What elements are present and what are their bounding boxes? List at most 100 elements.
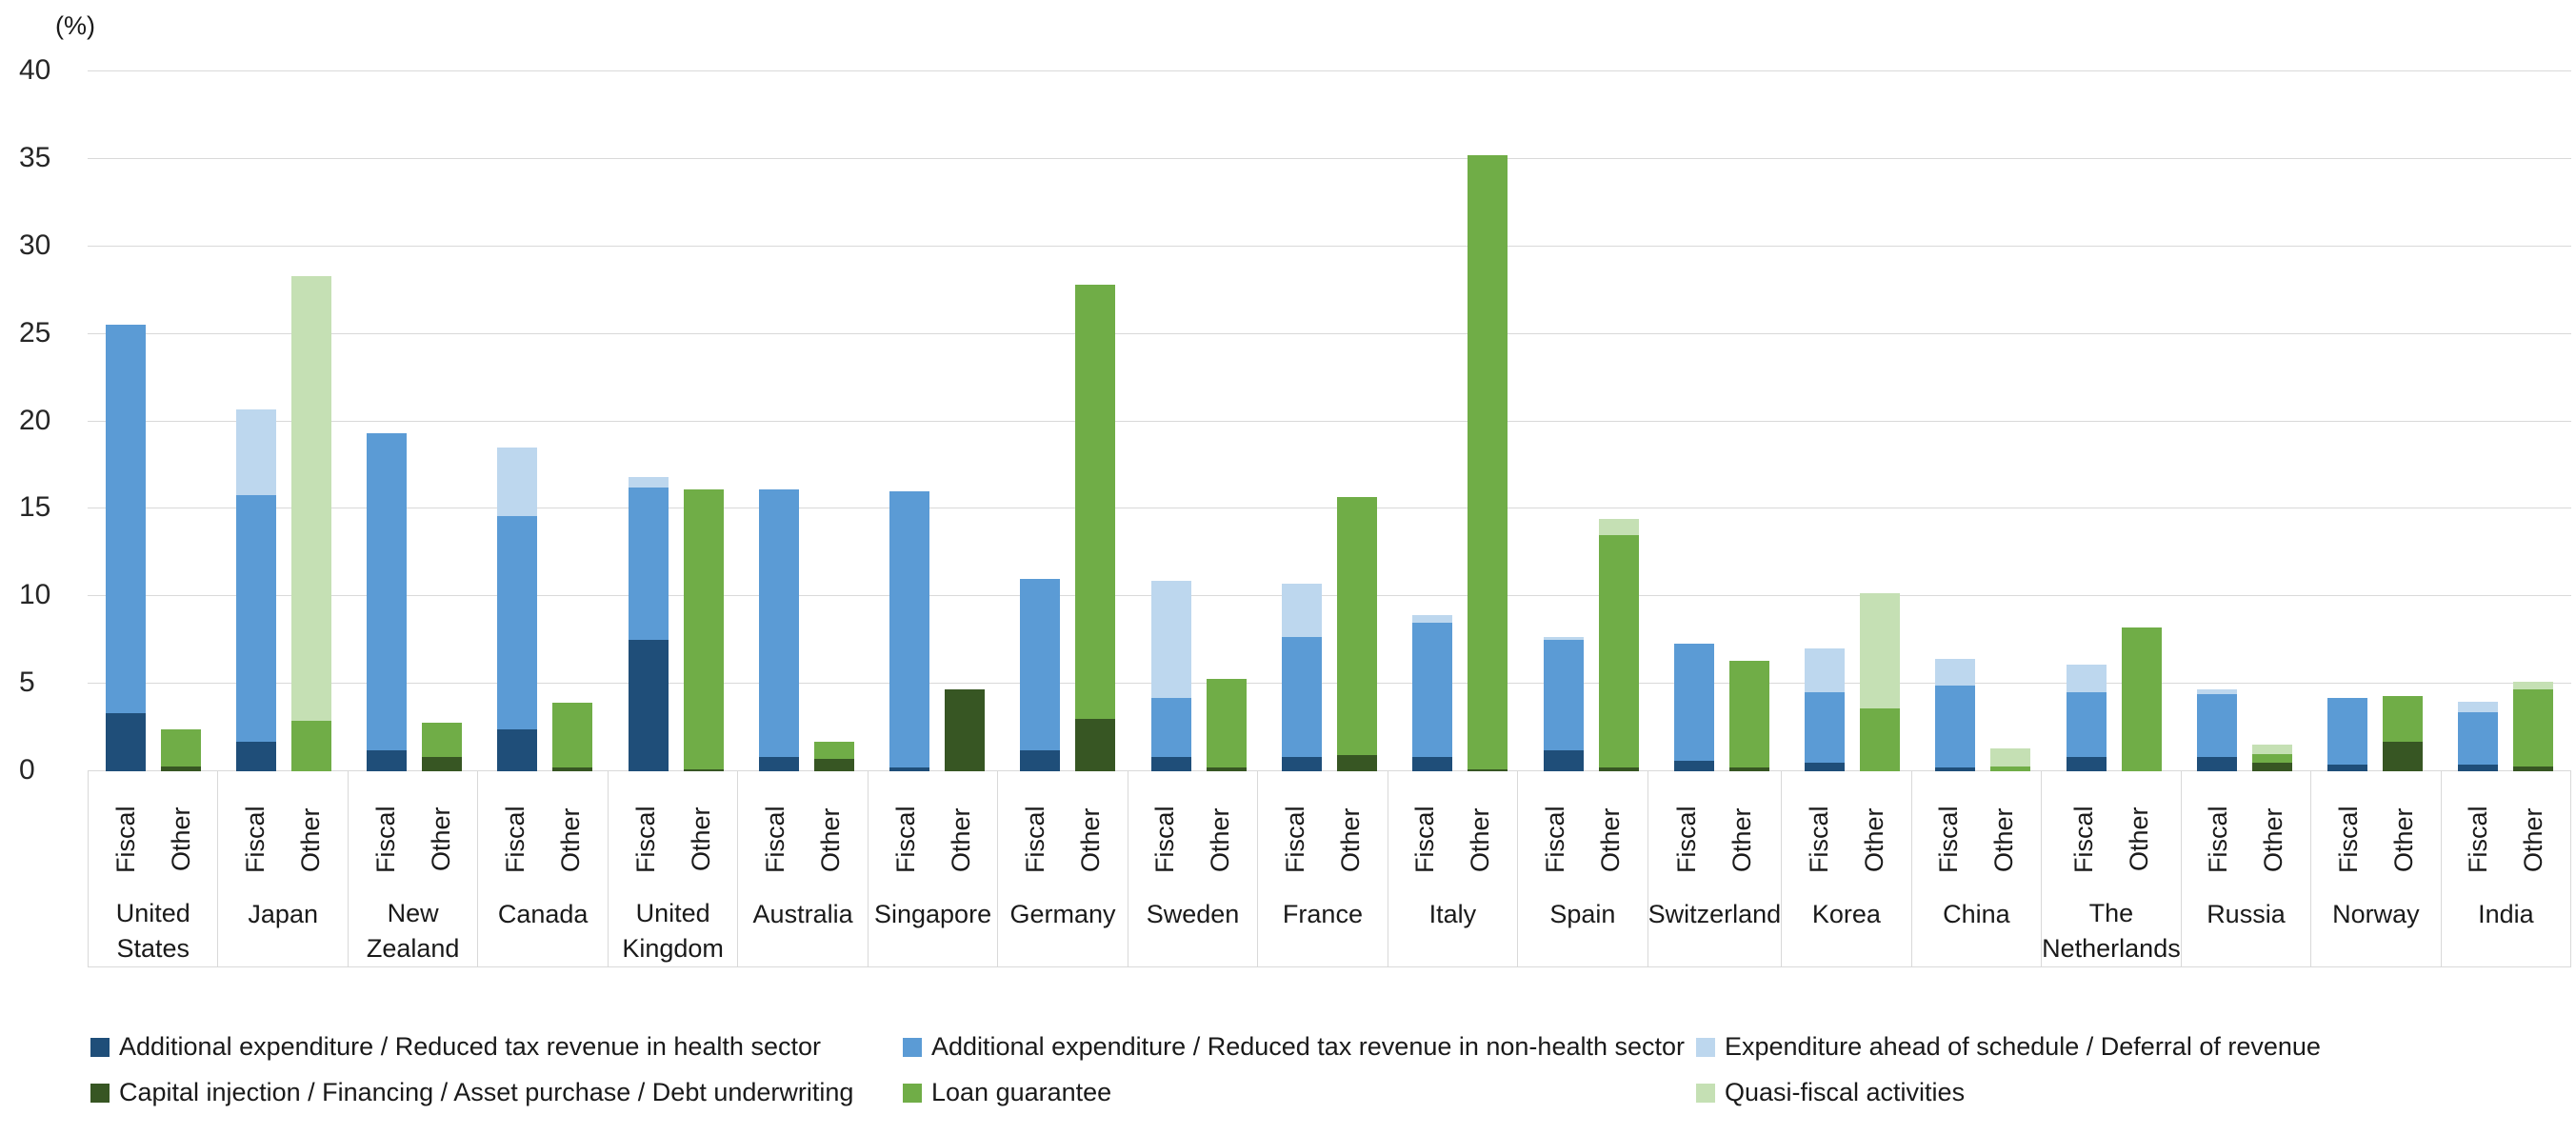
other-label: Other (686, 806, 715, 872)
fiscal-label: Fiscal (1934, 806, 1964, 874)
bar-segment-loan (1075, 285, 1116, 719)
bar-segment-ahead (497, 448, 538, 516)
other-label: Other (1206, 807, 1235, 872)
bar-segment-health (628, 640, 669, 771)
bar-segment-non_health (497, 515, 538, 729)
bar-segment-health (889, 767, 930, 771)
bar-fiscal (2327, 697, 2368, 771)
bar-fiscal (1150, 580, 1191, 771)
bar-segment-capital (1468, 769, 1508, 771)
category-cell: Fiscal Other Switzerland (1648, 771, 1783, 966)
other-label: Other (946, 807, 975, 872)
bar-segment-health (1543, 749, 1584, 771)
other-label: Other (1466, 807, 1495, 872)
bar-fiscal (1805, 648, 1846, 771)
bar-segment-capital (2383, 741, 2424, 771)
country-label: China (1943, 900, 2010, 928)
bar-fiscal (367, 433, 408, 771)
country-label: Canada (497, 900, 589, 928)
country-group (1264, 71, 1394, 771)
country-label: Singapore (873, 900, 992, 928)
bar-segment-loan (1468, 155, 1508, 770)
legend-label: Capital injection / Financing / Asset pu… (119, 1078, 854, 1106)
bar-fiscal (628, 477, 669, 771)
country-group (1526, 71, 1656, 771)
country-group (741, 71, 871, 771)
category-cell: Fiscal Other Australia (738, 771, 869, 966)
bar-segment-non_health (1412, 622, 1453, 758)
country-group (88, 71, 218, 771)
bar-segment-capital (2513, 766, 2554, 771)
category-cell: Fiscal Other Germany (998, 771, 1128, 966)
fiscal-other-row: Fiscal Other (1648, 771, 1782, 897)
country-label: United Kingdom (622, 899, 724, 963)
bar-segment-loan (422, 722, 463, 758)
country-label: United States (115, 899, 190, 963)
fiscal-other-row: Fiscal Other (609, 771, 737, 896)
bar-other (1598, 519, 1639, 771)
country-group (1395, 71, 1526, 771)
bar-segment-loan (1598, 534, 1639, 768)
bar-other (813, 741, 854, 771)
fiscal-label: Fiscal (2333, 806, 2363, 874)
legend-item: Additional expenditure / Reduced tax rev… (90, 1032, 821, 1062)
fiscal-label: Fiscal (2204, 806, 2233, 874)
bar-other (1728, 661, 1769, 771)
other-label: Other (1727, 807, 1757, 872)
gridline (88, 420, 2571, 422)
country-group (1918, 71, 2048, 771)
bar-segment-health (1673, 760, 1714, 771)
bar-fiscal (2066, 664, 2107, 771)
bar-segment-non_health (1805, 692, 1846, 763)
legend-item: Quasi-fiscal activities (1696, 1078, 1965, 1107)
bar-segment-loan (813, 741, 854, 760)
legend-label: Loan guarantee (931, 1078, 1112, 1106)
bar-segment-loan (1337, 496, 1378, 756)
legend-swatch (903, 1083, 922, 1103)
bar-segment-non_health (2196, 694, 2237, 758)
fiscal-label: Fiscal (370, 806, 400, 873)
bar-segment-ahead (1150, 580, 1191, 698)
bar-fiscal (497, 448, 538, 771)
bar-segment-capital (945, 688, 986, 771)
legend-item: Additional expenditure / Reduced tax rev… (903, 1032, 1685, 1062)
category-cell: Fiscal Other Norway (2311, 771, 2442, 966)
bar-segment-ahead (2458, 701, 2499, 712)
bar-segment-loan (2251, 753, 2292, 763)
y-tick-label: 40 (19, 54, 51, 86)
country-label: New Zealand (366, 899, 460, 963)
fiscal-label: Fiscal (1540, 806, 1569, 874)
bar-segment-loan (1206, 678, 1247, 768)
country-label: Russia (2207, 900, 2286, 928)
bar-segment-capital (2251, 762, 2292, 771)
y-tick-label: 10 (19, 579, 51, 611)
gridline (88, 245, 2571, 247)
fiscal-label: Fiscal (2464, 806, 2493, 874)
other-label: Other (1076, 807, 1106, 872)
bar-segment-non_health (1935, 685, 1976, 768)
fiscal-label: Fiscal (110, 806, 140, 873)
bar-other (1206, 678, 1247, 771)
bar-fiscal (235, 408, 276, 771)
legend-swatch (1696, 1037, 1715, 1057)
bar-segment-non_health (628, 488, 669, 641)
bar-segment-health (1020, 749, 1061, 771)
bar-fiscal (1412, 615, 1453, 771)
country-label: Switzerland (1647, 900, 1782, 928)
category-cell: Fiscal Other Korea (1782, 771, 1912, 966)
legend-label: Additional expenditure / Reduced tax rev… (119, 1032, 821, 1061)
bar-segment-non_health (1673, 643, 1714, 761)
fiscal-other-row: Fiscal Other (89, 771, 217, 896)
other-label: Other (1859, 807, 1888, 872)
bar-segment-loan (1860, 707, 1901, 771)
fiscal-label: Fiscal (501, 806, 530, 874)
country-group (2310, 71, 2441, 771)
bar-other (160, 728, 201, 771)
other-label: Other (816, 807, 846, 872)
country-label: Sweden (1146, 900, 1240, 928)
other-label: Other (2124, 806, 2153, 872)
bar-segment-quasi (1860, 592, 1901, 708)
fiscal-label: Fiscal (2068, 806, 2098, 873)
fiscal-other-row: Fiscal Other (1782, 771, 1910, 897)
fiscal-label: Fiscal (630, 806, 660, 873)
